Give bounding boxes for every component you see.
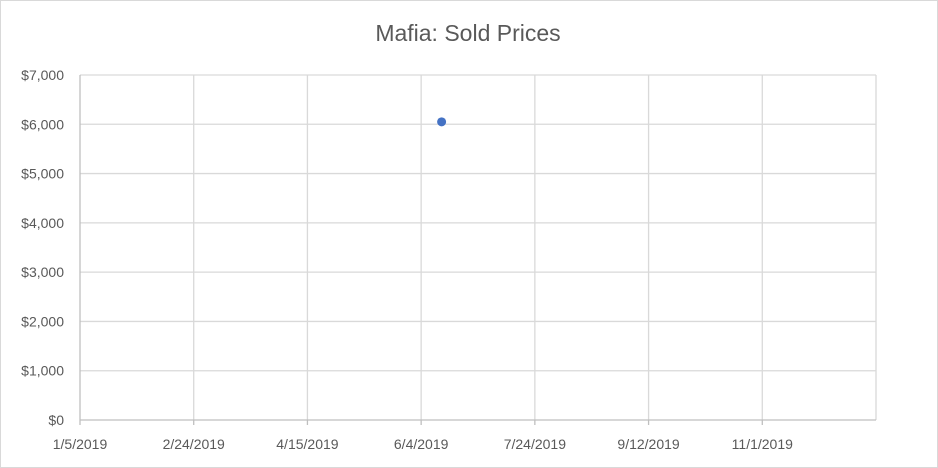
grid-layer (80, 74, 877, 420)
y-tick-label: $4,000 (21, 215, 64, 231)
y-tick-label: $7,000 (21, 67, 64, 83)
y-tick-label: $3,000 (21, 264, 64, 280)
x-tick-label: 6/4/2019 (394, 436, 449, 452)
y-tick-label: $6,000 (21, 116, 64, 132)
y-tick-label: $2,000 (21, 313, 64, 329)
x-tick-label: 2/24/2019 (163, 436, 225, 452)
data-points (437, 117, 447, 127)
x-tick-label: 4/15/2019 (276, 436, 338, 452)
axis-layer (79, 75, 876, 425)
tick-labels: $0 $1,000 $2,000 $3,000 $4,000 $5,000 $6,000 $7… (21, 67, 793, 452)
y-tick-label: $1,000 (21, 363, 64, 379)
x-tick-label: 1/5/2019 (53, 436, 108, 452)
y-tick-label: $0 (48, 412, 64, 428)
data-point (437, 117, 447, 127)
chart-title: Mafia: Sold Prices (375, 20, 560, 46)
x-tick-label: 7/24/2019 (504, 436, 566, 452)
y-tick-label: $5,000 (21, 166, 64, 182)
x-tick-label: 9/12/2019 (617, 436, 679, 452)
x-tick-label: 11/1/2019 (732, 436, 793, 452)
